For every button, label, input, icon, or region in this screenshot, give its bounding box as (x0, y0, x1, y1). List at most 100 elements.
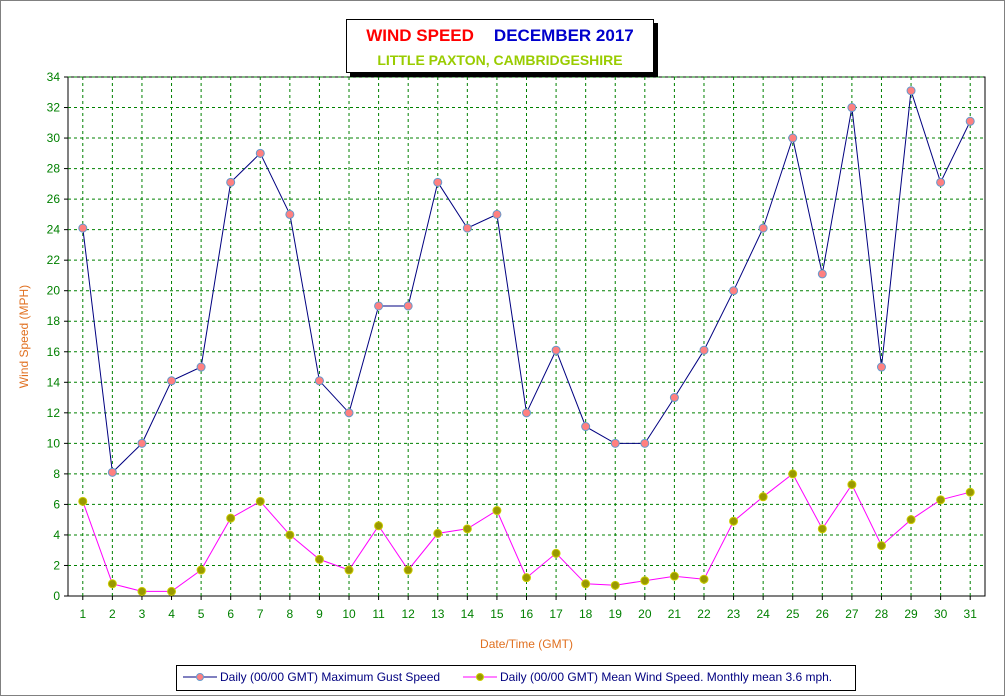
chart-title-box: WIND SPEED DECEMBER 2017 LITTLE PAXTON, C… (346, 19, 654, 73)
data-point-gust (403, 301, 413, 311)
x-tick-label: 5 (198, 607, 205, 621)
data-point-mean (758, 492, 768, 502)
y-tick-label: 10 (47, 436, 61, 450)
data-point-gust (847, 103, 857, 113)
data-point-gust (492, 209, 502, 219)
grid-layer (67, 76, 986, 597)
data-point-gust (788, 133, 798, 143)
data-point-gust (107, 467, 117, 477)
data-point-gust (167, 376, 177, 386)
y-tick-label: 18 (47, 314, 61, 328)
x-tick-label: 27 (845, 607, 859, 621)
data-point-mean (669, 571, 679, 581)
x-tick-label: 12 (401, 607, 415, 621)
data-point-gust (226, 177, 236, 187)
x-tick-label: 6 (227, 607, 234, 621)
x-tick-label: 1 (79, 607, 86, 621)
data-point-gust (522, 408, 531, 418)
x-tick-label: 8 (287, 607, 294, 621)
data-point-mean (226, 513, 236, 523)
data-point-gust (137, 438, 147, 448)
data-point-gust (433, 177, 443, 187)
chart-title-part1: WIND SPEED (366, 26, 474, 45)
data-point-mean (936, 495, 946, 505)
data-point-mean (876, 541, 886, 551)
data-point-mean (403, 565, 413, 575)
data-point-mean (433, 528, 443, 538)
x-tick-label: 11 (372, 607, 385, 621)
data-point-mean (492, 506, 502, 516)
data-point-mean (462, 524, 472, 534)
data-point-mean (847, 480, 857, 490)
data-point-mean (522, 573, 531, 583)
y-tick-label: 30 (47, 131, 61, 145)
data-point-mean (255, 496, 265, 506)
y-tick-label: 16 (47, 345, 61, 359)
chart-legend: Daily (00/00 GMT) Maximum Gust Speed Dai… (176, 665, 856, 691)
x-axis-title: Date/Time (GMT) (480, 637, 573, 651)
data-point-mean (965, 487, 975, 497)
x-tick-label: 19 (609, 607, 623, 621)
data-point-mean (551, 548, 561, 558)
x-tick-label: 25 (786, 607, 800, 621)
data-point-gust (876, 362, 886, 372)
data-point-gust (581, 422, 591, 432)
legend-label-gust: Daily (00/00 GMT) Maximum Gust Speed (220, 670, 441, 684)
data-point-gust (344, 408, 354, 418)
data-point-gust (817, 269, 827, 279)
x-tick-label: 21 (668, 607, 682, 621)
data-point-mean (640, 576, 650, 586)
y-tick-label: 32 (47, 101, 61, 115)
y-axis-title: Wind Speed (MPH) (17, 285, 31, 388)
x-tick-label: 24 (756, 607, 770, 621)
y-tick-label: 28 (47, 162, 61, 176)
data-point-mean (906, 515, 916, 525)
x-tick-label: 10 (342, 607, 356, 621)
x-tick-label: 13 (431, 607, 445, 621)
y-tick-label: 24 (47, 223, 61, 237)
data-point-mean (196, 565, 206, 575)
x-tick-label: 16 (520, 607, 534, 621)
data-point-mean (817, 524, 827, 534)
legend-label-mean: Daily (00/00 GMT) Mean Wind Speed. Month… (500, 670, 833, 684)
data-point-mean (167, 586, 177, 596)
data-point-mean (285, 530, 295, 540)
y-tick-label: 6 (53, 497, 60, 511)
x-tick-label: 23 (727, 607, 741, 621)
x-tick-label: 22 (697, 607, 711, 621)
y-tick-label: 2 (53, 558, 60, 572)
chart-title-part2: DECEMBER 2017 (493, 26, 634, 45)
y-tick-label: 22 (47, 253, 61, 267)
y-tick-label: 34 (47, 70, 61, 84)
data-point-gust (196, 362, 206, 372)
chart-subtitle: LITTLE PAXTON, CAMBRIDGESHIRE (377, 52, 623, 68)
x-tick-label: 26 (816, 607, 830, 621)
data-point-gust (729, 286, 739, 296)
data-point-gust (906, 86, 916, 96)
x-tick-label: 3 (139, 607, 146, 621)
data-point-mean (107, 579, 117, 589)
y-tick-label: 8 (53, 467, 60, 481)
data-point-mean (314, 554, 324, 564)
data-point-gust (758, 223, 768, 233)
y-tick-label: 14 (47, 375, 61, 389)
data-point-gust (699, 345, 709, 355)
x-tick-label: 14 (461, 607, 475, 621)
data-point-mean (137, 586, 147, 596)
x-tick-label: 20 (638, 607, 652, 621)
data-point-gust (314, 376, 324, 386)
data-point-mean (699, 574, 709, 584)
data-point-mean (581, 579, 591, 589)
data-point-mean (78, 496, 88, 506)
y-tick-label: 12 (47, 406, 61, 420)
series-layer (78, 86, 975, 596)
data-point-gust (255, 148, 265, 158)
x-tick-label: 17 (549, 607, 563, 621)
x-tick-label: 28 (875, 607, 889, 621)
data-point-gust (551, 345, 561, 355)
data-point-gust (610, 438, 620, 448)
y-tick-label: 4 (53, 528, 60, 542)
legend-swatch-gust (183, 673, 217, 681)
